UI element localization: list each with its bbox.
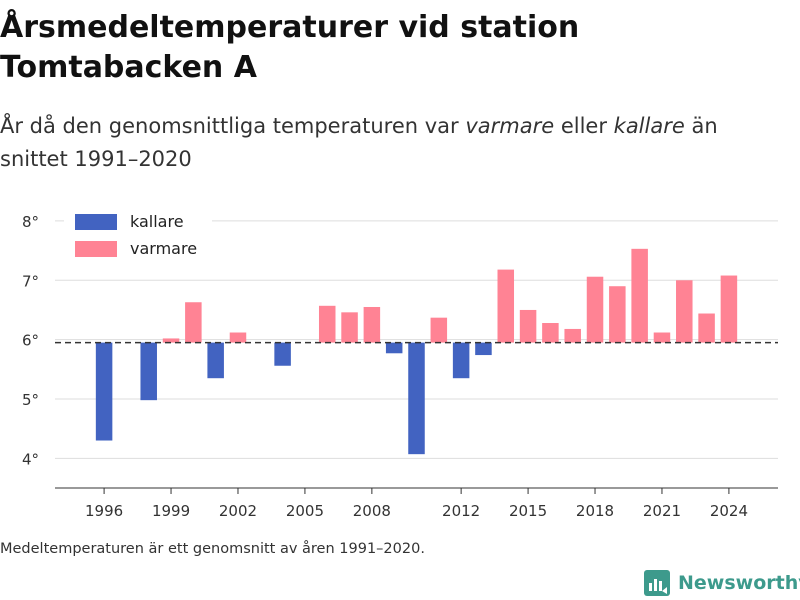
bar-2018 (586, 276, 604, 343)
bar-1998 (140, 342, 157, 401)
x-tick-label: 2002 (219, 502, 257, 520)
bar-2017 (564, 328, 581, 343)
bar-2002 (229, 332, 247, 343)
bars (95, 248, 738, 455)
newsworthy-logo-icon (644, 570, 670, 596)
bar-2024 (720, 275, 738, 343)
subtitle-text-2: eller (554, 114, 614, 138)
bar-2007 (341, 312, 358, 343)
bar-2013 (475, 342, 492, 356)
legend-swatch-varmare (75, 241, 117, 257)
chart-subtitle: År då den genomsnittliga temperaturen va… (0, 110, 780, 176)
bar-2012 (452, 342, 470, 379)
y-tick-label: 4° (22, 450, 39, 468)
legend-label-kallare: kallare (130, 212, 184, 231)
bar-2015 (519, 309, 537, 343)
axes: 4° 5° 6° 7° 8° 1996 1999 2002 2005 2008 2012 2015 20… (22, 213, 778, 520)
bar-2010 (408, 342, 425, 455)
legend: kallare varmare (64, 210, 212, 268)
bar-2004 (274, 342, 291, 366)
footnote: Medeltemperaturen är ett genomsnitt av å… (0, 541, 425, 557)
brand: Newsworthy (644, 568, 800, 598)
x-tick-label: 2015 (509, 502, 547, 520)
temperature-bar-chart: 4° 5° 6° 7° 8° 1996 1999 2002 2005 2008 2012 2015 20… (22, 210, 778, 520)
bar-2020 (631, 248, 648, 343)
subtitle-warm-word: varmare (465, 114, 555, 138)
subtitle-text-3: än snittet 1991–2020 (0, 114, 718, 171)
x-tick-label: 2024 (710, 502, 748, 520)
bar-2022 (676, 280, 693, 343)
chart-title: Årsmedeltemperaturer vid station Tomtaba… (0, 10, 580, 85)
subtitle-cold-word: kallare (613, 114, 685, 138)
bar-2000 (185, 302, 202, 343)
x-tick-label: 2021 (643, 502, 681, 520)
bar-2021 (653, 332, 671, 343)
y-tick-label: 8° (22, 213, 39, 231)
x-tick-label: 1996 (85, 502, 123, 520)
bar-2019 (609, 286, 626, 343)
bar-2016 (542, 323, 559, 343)
bar-2023 (698, 313, 715, 343)
bar-2009 (385, 342, 403, 354)
x-tick-label: 1999 (152, 502, 190, 520)
bar-2008 (363, 306, 381, 343)
x-tick-label: 2005 (286, 502, 324, 520)
subtitle-text-1: År då den genomsnittliga temperaturen va… (0, 114, 466, 138)
y-tick-label: 5° (22, 391, 39, 409)
bar-1996 (95, 342, 113, 441)
bar-2001 (207, 342, 224, 379)
bar-2014 (497, 269, 515, 343)
legend-label-varmare: varmare (130, 239, 197, 258)
y-tick-label: 6° (22, 332, 39, 350)
bar-2006 (318, 305, 336, 343)
y-tick-label: 7° (22, 272, 39, 290)
x-tick-label: 2008 (353, 502, 391, 520)
brand-name: Newsworthy (678, 572, 800, 594)
x-tick-label: 2018 (576, 502, 614, 520)
bar-1999 (162, 338, 180, 343)
legend-swatch-kallare (75, 214, 117, 230)
x-tick-label: 2012 (442, 502, 480, 520)
bar-2011 (430, 317, 448, 343)
